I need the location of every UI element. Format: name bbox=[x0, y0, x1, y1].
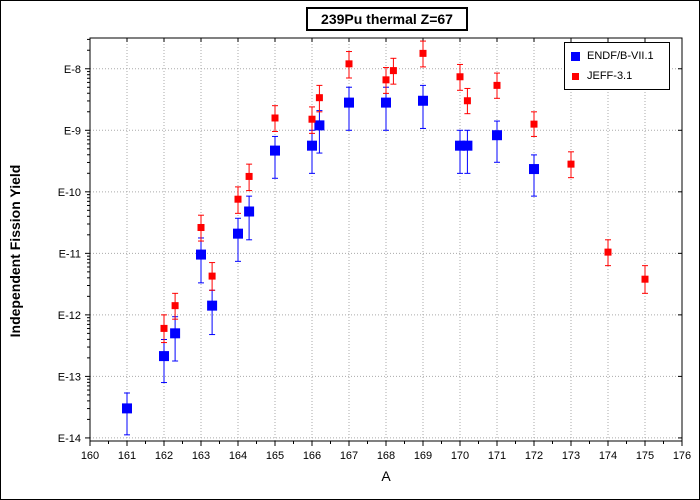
data-point-endf bbox=[418, 95, 428, 106]
y-tick-label: E-11 bbox=[59, 248, 81, 260]
legend-swatch-endf bbox=[571, 51, 580, 61]
x-tick-label: 162 bbox=[155, 450, 173, 462]
x-tick-label: 164 bbox=[229, 450, 247, 462]
x-tick-label: 161 bbox=[118, 450, 136, 462]
legend-entry-endf: ENDF/B-VII.1 bbox=[571, 49, 654, 63]
data-point-jeff bbox=[160, 324, 168, 332]
x-tick-label: 170 bbox=[451, 450, 469, 462]
data-point-jeff bbox=[604, 248, 612, 256]
legend: ENDF/B-VII.1 JEFF-3.1 bbox=[564, 42, 670, 90]
data-point-jeff bbox=[208, 272, 216, 280]
data-point-jeff bbox=[389, 67, 397, 75]
x-tick-label: 169 bbox=[414, 450, 432, 462]
data-point-endf bbox=[196, 249, 206, 260]
data-point-endf bbox=[455, 140, 465, 151]
data-point-endf bbox=[492, 130, 502, 141]
data-point-jeff bbox=[245, 172, 253, 180]
legend-swatch-jeff bbox=[572, 72, 579, 80]
y-tick-label: E-12 bbox=[58, 310, 81, 322]
x-axis-label: A bbox=[381, 468, 391, 484]
x-tick-label: 163 bbox=[192, 450, 210, 462]
data-point-endf bbox=[307, 140, 317, 151]
y-tick-label: E-13 bbox=[58, 371, 81, 383]
x-tick-label: 175 bbox=[636, 450, 654, 462]
data-point-jeff bbox=[493, 81, 501, 89]
x-tick-label: 166 bbox=[303, 450, 321, 462]
data-point-jeff bbox=[315, 94, 323, 102]
y-axis-label: Independent Fission Yield bbox=[7, 164, 23, 338]
x-tick-label: 174 bbox=[599, 450, 617, 462]
data-point-jeff bbox=[308, 115, 316, 123]
data-point-jeff bbox=[463, 97, 471, 105]
y-tick-label: E-14 bbox=[58, 433, 81, 445]
data-point-endf bbox=[122, 403, 132, 414]
y-tick-label: E-8 bbox=[64, 64, 81, 76]
data-point-endf bbox=[381, 97, 391, 108]
x-tick-label: 168 bbox=[377, 450, 395, 462]
data-point-endf bbox=[462, 140, 473, 151]
data-point-jeff bbox=[271, 114, 279, 122]
data-point-jeff bbox=[567, 160, 575, 168]
x-tick-label: 171 bbox=[488, 450, 506, 462]
data-point-jeff bbox=[456, 73, 464, 81]
data-point-jeff bbox=[641, 275, 649, 283]
x-tick-label: 172 bbox=[525, 450, 543, 462]
data-point-endf bbox=[314, 120, 325, 131]
data-point-jeff bbox=[419, 49, 427, 57]
legend-entry-jeff: JEFF-3.1 bbox=[571, 69, 632, 83]
x-tick-label: 160 bbox=[81, 450, 99, 462]
data-point-jeff bbox=[197, 224, 205, 232]
data-point-endf bbox=[270, 145, 280, 156]
data-point-endf bbox=[159, 351, 169, 362]
data-point-endf bbox=[244, 206, 255, 217]
data-point-endf bbox=[344, 97, 354, 108]
data-point-endf bbox=[233, 228, 243, 239]
data-point-endf bbox=[170, 328, 181, 339]
data-point-jeff bbox=[530, 120, 538, 128]
data-point-endf bbox=[207, 300, 218, 311]
data-point-endf bbox=[529, 164, 539, 175]
data-point-jeff bbox=[234, 195, 242, 203]
x-tick-label: 176 bbox=[673, 450, 691, 462]
data-point-jeff bbox=[171, 302, 179, 310]
data-point-jeff bbox=[382, 76, 390, 84]
chart-title: 239Pu thermal Z=67 bbox=[306, 7, 468, 31]
y-tick-label: E-9 bbox=[64, 125, 81, 137]
data-point-jeff bbox=[345, 60, 353, 68]
legend-label-endf: ENDF/B-VII.1 bbox=[587, 50, 654, 62]
y-tick-label: E-10 bbox=[58, 187, 81, 199]
x-tick-label: 173 bbox=[562, 450, 580, 462]
x-tick-label: 165 bbox=[266, 450, 284, 462]
x-tick-label: 167 bbox=[340, 450, 358, 462]
legend-label-jeff: JEFF-3.1 bbox=[587, 70, 633, 82]
